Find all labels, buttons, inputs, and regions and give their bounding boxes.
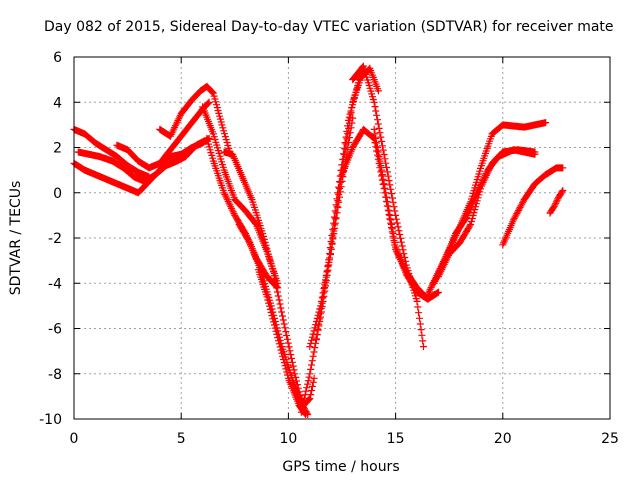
series-track-t bbox=[435, 146, 539, 280]
series-track-d bbox=[113, 98, 213, 172]
y-tick-label: 2 bbox=[53, 141, 62, 157]
y-tick-label: -8 bbox=[48, 367, 62, 383]
data-point-markers bbox=[74, 137, 209, 185]
tick-layer: 0 5 10 15 20 25 -10 -8 -6 -4 -2 0 2 4 6 bbox=[39, 50, 619, 447]
series-track-j bbox=[254, 266, 310, 418]
series-track-u bbox=[499, 164, 567, 249]
y-tick-label: 0 bbox=[53, 186, 62, 202]
x-tick-label: 10 bbox=[279, 431, 297, 447]
y-tick-label: -6 bbox=[48, 322, 62, 338]
y-tick-label: -4 bbox=[48, 276, 62, 292]
data-layer bbox=[70, 62, 567, 418]
y-tick-label: -10 bbox=[39, 412, 62, 428]
data-point-markers bbox=[203, 134, 282, 292]
x-tick-label: 15 bbox=[387, 431, 405, 447]
x-tick-label: 20 bbox=[494, 431, 512, 447]
y-tick-label: 6 bbox=[53, 50, 62, 66]
data-point-markers bbox=[156, 82, 234, 158]
series-track-v bbox=[546, 187, 567, 217]
x-tick-label: 25 bbox=[601, 431, 619, 447]
data-point-markers bbox=[370, 125, 438, 303]
data-point-markers bbox=[435, 146, 539, 280]
y-tick-label: 4 bbox=[53, 95, 62, 111]
data-point-markers bbox=[220, 148, 307, 414]
data-point-markers bbox=[113, 98, 213, 172]
x-axis-title: GPS time / hours bbox=[282, 459, 399, 475]
series-track-e bbox=[156, 82, 234, 158]
series-track-c bbox=[74, 137, 209, 185]
grid-layer bbox=[74, 57, 610, 419]
x-tick-label: 5 bbox=[177, 431, 186, 447]
data-point-markers bbox=[546, 187, 567, 217]
data-point-markers bbox=[254, 266, 310, 418]
series-track-h bbox=[220, 148, 307, 414]
x-tick-label: 0 bbox=[70, 431, 79, 447]
y-axis-title: SDTVAR / TECUs bbox=[8, 181, 24, 296]
series-track-g bbox=[203, 134, 282, 292]
series-track-q bbox=[370, 125, 438, 303]
chart-title: Day 082 of 2015, Sidereal Day-to-day VTE… bbox=[44, 19, 614, 35]
y-tick-label: -2 bbox=[48, 231, 62, 247]
data-point-markers bbox=[499, 164, 567, 249]
